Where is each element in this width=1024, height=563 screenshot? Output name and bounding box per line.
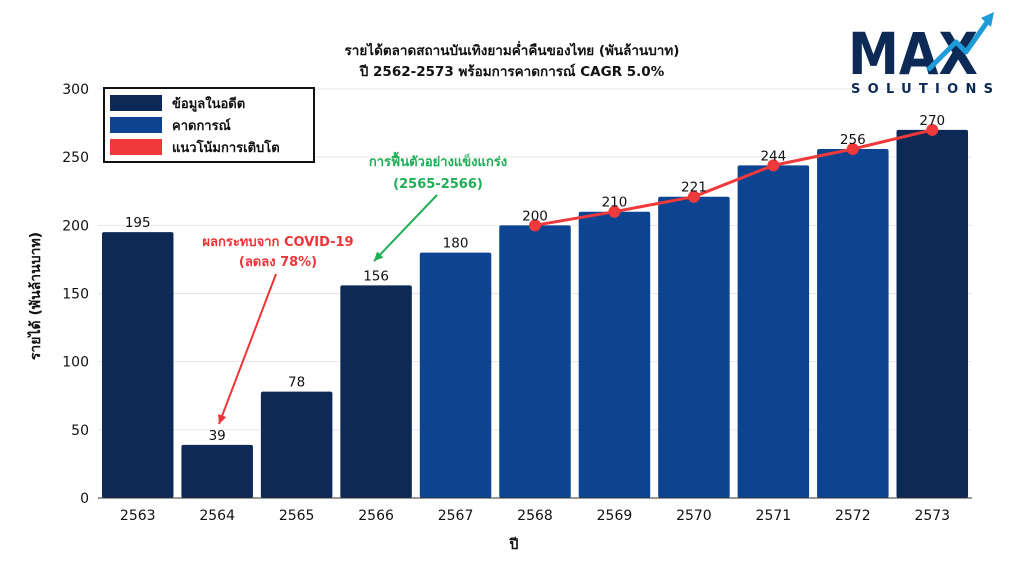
bar-2570	[658, 196, 730, 498]
bar-value-label: 195	[125, 215, 151, 231]
annotation-recovery-arrow	[373, 194, 438, 262]
bar-2569	[578, 211, 651, 498]
bar-value-label: 78	[288, 375, 305, 391]
chart-title-line-2: ปี 2562-2573 พร้อมการคาดการณ์ CAGR 5.0%	[359, 63, 665, 80]
bar-2573	[896, 129, 969, 498]
x-tick-label: 2567	[438, 508, 474, 524]
bar-value-label: 156	[363, 268, 389, 284]
bar-value-label: 270	[919, 113, 945, 129]
bar-value-label: 210	[602, 195, 628, 211]
logo-wordmark: MAX	[848, 20, 978, 88]
x-tick-label: 2570	[676, 508, 712, 524]
bar-2564	[181, 444, 253, 498]
trend-point	[767, 159, 780, 172]
chart-title-line-1: รายได้ตลาดสถานบันเทิงยามค่ำคืนของไทย (พั…	[345, 40, 680, 59]
legend: ข้อมูลในอดีต คาดการณ์ แนวโน้มการเติบโต	[103, 87, 315, 163]
x-tick-label: 2569	[597, 508, 633, 524]
y-axis-label: รายได้ (พันล้านบาท)	[26, 232, 44, 360]
annotation-covid-arrowhead	[218, 414, 227, 424]
trend-line	[534, 128, 933, 227]
x-tick-label: 2568	[517, 508, 553, 524]
trend-point	[846, 142, 859, 155]
legend-label-historical: ข้อมูลในอดีต	[172, 95, 245, 112]
x-axis-label: ปี	[508, 537, 518, 553]
annotation-recovery-arrowhead	[374, 251, 384, 261]
y-tick-label: 300	[62, 82, 89, 98]
annotation-covid-arrow	[218, 273, 277, 425]
bar-value-label: 256	[840, 132, 866, 148]
annotation-recovery-line-1: การฟื้นตัวอย่างแข็งแกร่ง	[369, 151, 507, 170]
bar-value-label: 200	[522, 208, 548, 224]
logo-tagline: SOLUTIONS	[851, 82, 993, 97]
annotation-covid-line-1: ผลกระทบจาก COVID-19	[202, 235, 353, 250]
bar-2566	[340, 285, 412, 498]
annotation-covid: ผลกระทบจาก COVID-19 (ลดลง 78%)	[202, 235, 354, 425]
bar-2571	[737, 165, 810, 498]
bars	[101, 129, 969, 499]
y-tick-label: 250	[62, 150, 89, 166]
x-tick-label: 2565	[279, 508, 315, 524]
annotation-recovery-line-2: (2565-2566)	[393, 177, 483, 192]
x-tick-label: 2566	[358, 508, 394, 524]
legend-label-forecast: คาดการณ์	[172, 118, 231, 134]
trend-point	[926, 123, 939, 136]
bar-2567	[419, 252, 492, 498]
y-tick-label: 0	[80, 491, 89, 507]
bar-2565	[260, 391, 333, 498]
legend-label-trend: แนวโน้มการเติบโต	[172, 139, 280, 156]
logo-arrowhead-icon	[981, 12, 994, 27]
axes: 0 50 100 150 200 250 300 2563 2564 2565 2566 2567 25…	[62, 82, 972, 524]
trend-point	[529, 219, 541, 232]
annotation-recovery: การฟื้นตัวอย่างแข็งแกร่ง (2565-2566)	[369, 151, 507, 262]
bar-value-label: 39	[209, 428, 226, 444]
max-solutions-logo: MAX SOLUTIONS	[848, 12, 994, 97]
y-tick-label: 200	[62, 218, 89, 234]
x-tick-label: 2563	[120, 508, 156, 524]
y-tick-label: 100	[62, 355, 89, 371]
x-tick-label: 2572	[835, 508, 871, 524]
annotation-covid-line-2: (ลดลง 78%)	[239, 255, 317, 270]
legend-swatch-forecast	[110, 117, 162, 133]
trend-point	[687, 190, 700, 203]
bar-2572	[817, 148, 889, 498]
x-tick-label: 2573	[914, 508, 950, 524]
legend-swatch-historical	[110, 95, 162, 111]
y-tick-label: 50	[71, 423, 89, 439]
x-tick-label: 2564	[199, 508, 235, 524]
x-tick-label: 2571	[756, 508, 792, 524]
bar-value-label: 221	[681, 180, 707, 196]
legend-swatch-trend	[110, 139, 162, 155]
y-tick-label: 150	[62, 287, 89, 303]
bar-value-label: 244	[760, 148, 786, 164]
data-labels: 195 39 78 156 180 200 210 221 244 256 270	[125, 113, 945, 444]
logo-arrow-icon	[926, 16, 993, 72]
trend-point	[608, 205, 621, 218]
bar-2568	[499, 225, 571, 499]
trend-line-group	[529, 123, 939, 232]
bar-2563	[101, 232, 174, 498]
bar-value-label: 180	[443, 236, 469, 252]
